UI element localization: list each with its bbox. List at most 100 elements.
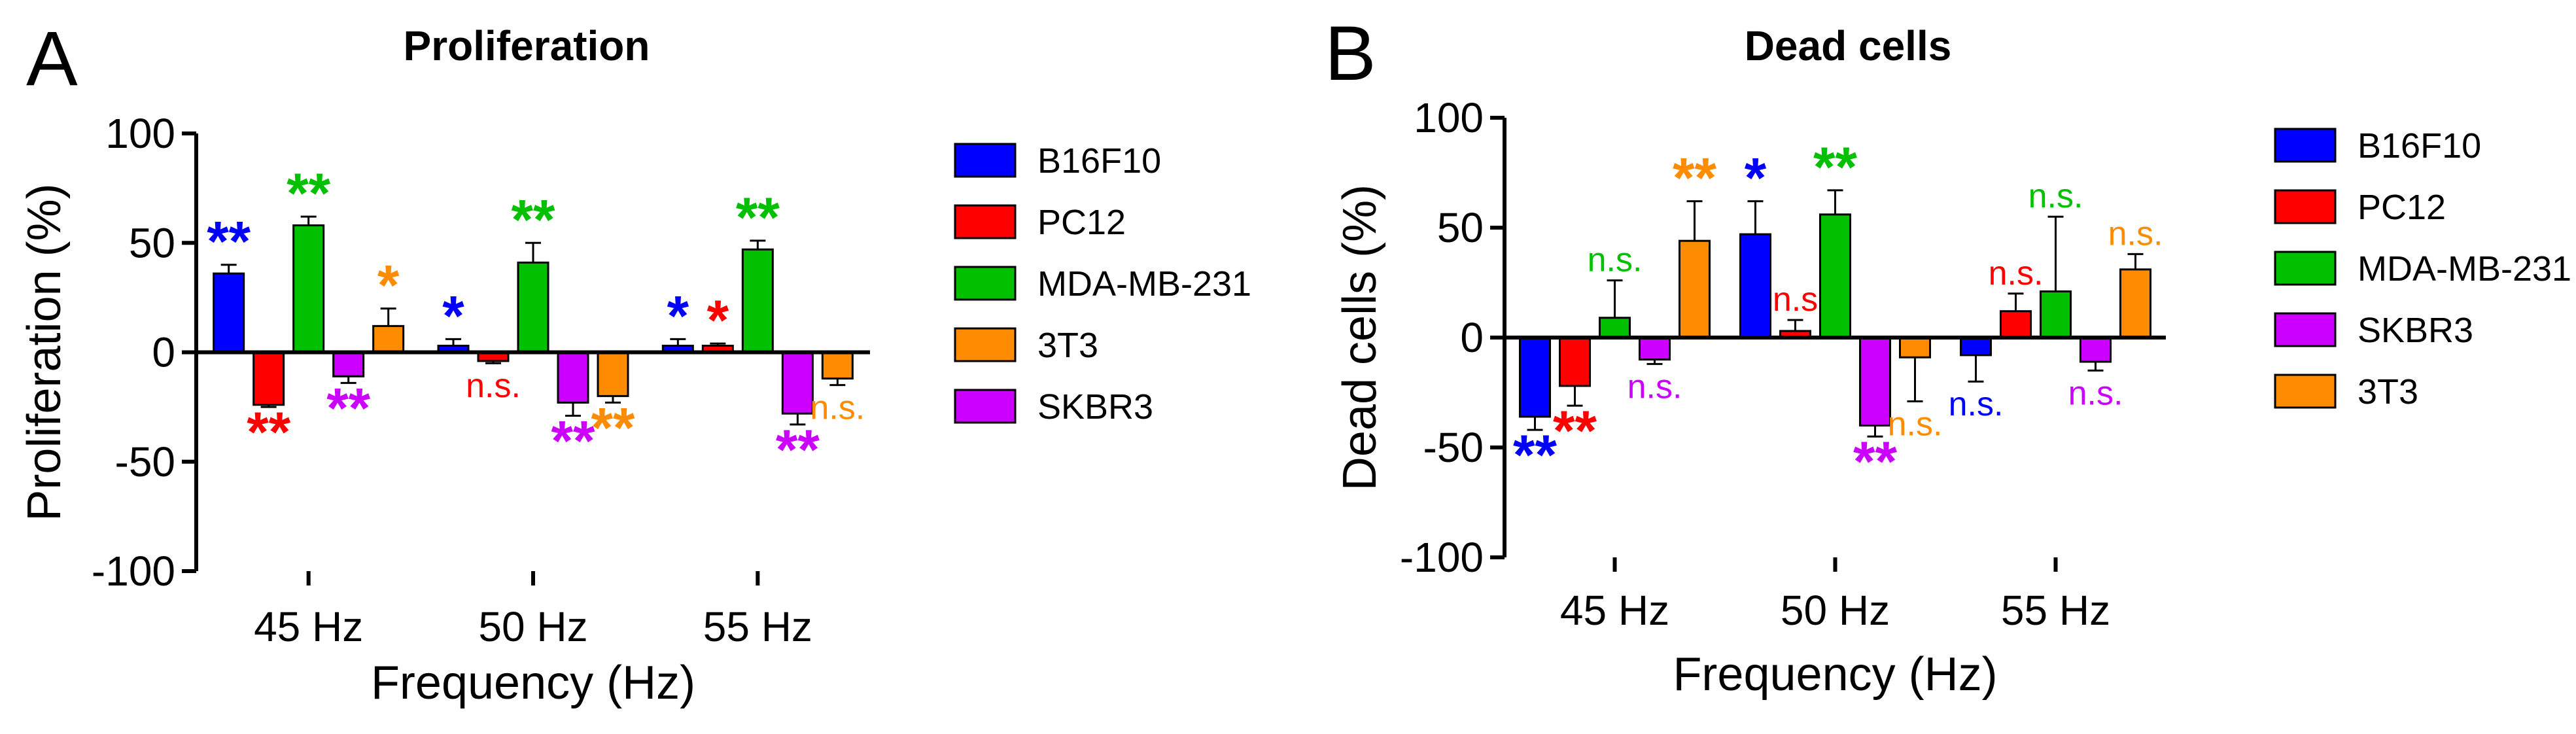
bar-pc12 [2000, 310, 2032, 339]
significance-label: n.s. [1588, 241, 1643, 279]
significance-label: ** [551, 410, 595, 473]
significance-label: n.s. [1888, 405, 1943, 443]
bar-skbr3 [557, 351, 589, 404]
bar-mda-mb-231 [1599, 317, 1631, 339]
legend-swatch-b16f10 [2274, 128, 2337, 163]
bar-mda-mb-231 [741, 248, 774, 353]
y-tick-label: -50 [1423, 424, 1484, 471]
significance-label: ** [247, 401, 290, 464]
significance-label: ** [776, 419, 820, 481]
bar-3t3 [2119, 268, 2151, 339]
chart-title: Dead cells [1745, 22, 1952, 69]
significance-label: n.s [1773, 281, 1818, 319]
bar-mda-mb-231 [292, 224, 325, 353]
significance-label: ** [591, 396, 635, 459]
y-axis-title: Proliferation (%) [18, 183, 71, 521]
y-tick-label: 50 [1437, 204, 1484, 251]
x-tick-label: 45 Hz [254, 603, 363, 650]
significance-label: ** [1813, 136, 1857, 199]
bar-mda-mb-231 [517, 261, 549, 354]
legend-swatch-mda-mb-231 [954, 266, 1017, 301]
significance-label: ** [1673, 147, 1716, 210]
legend-swatch-3t3 [954, 327, 1017, 362]
legend-swatch-3t3 [2274, 374, 2337, 409]
legend-label: MDA-MB-231 [1037, 264, 1251, 304]
panel-letter: A [26, 16, 78, 102]
x-tick-label: 50 Hz [1781, 587, 1890, 634]
y-tick-label: 0 [1460, 314, 1484, 361]
panel-letter: B [1325, 10, 1376, 97]
x-tick-label: 45 Hz [1560, 587, 1669, 634]
y-tick-label: 50 [129, 219, 175, 266]
bar-b16f10 [1739, 233, 1771, 339]
significance-label: ** [207, 211, 251, 273]
x-tick-label: 55 Hz [703, 603, 812, 650]
x-axis-title: Frequency (Hz) [1673, 648, 1997, 701]
legend-label: SKBR3 [2358, 311, 2473, 350]
bar-3t3 [372, 324, 405, 353]
bar-pc12 [252, 351, 285, 406]
significance-label: n.s. [2068, 374, 2123, 412]
bar-skbr3 [1859, 336, 1891, 427]
significance-label: n.s. [1627, 368, 1682, 406]
significance-label: * [707, 289, 729, 352]
bar-skbr3 [332, 351, 365, 377]
significance-label: * [667, 285, 689, 347]
y-axis-title: Dead cells (%) [1334, 184, 1386, 491]
legend-label: 3T3 [1037, 326, 1098, 365]
legend-swatch-mda-mb-231 [2274, 251, 2337, 286]
legend-label: PC12 [1037, 203, 1126, 242]
legend-label: PC12 [2358, 188, 2446, 227]
bar-pc12 [1559, 336, 1591, 387]
legend-swatch-skbr3 [954, 389, 1017, 424]
significance-label: ** [736, 186, 780, 249]
significance-label: ** [1853, 430, 1897, 493]
legend-label: SKBR3 [1037, 387, 1153, 427]
bar-b16f10 [213, 272, 245, 353]
significance-label: n.s. [1989, 254, 2044, 292]
bar-b16f10 [1960, 336, 1992, 357]
x-tick-label: 55 Hz [2001, 587, 2110, 634]
y-tick-label: -100 [1400, 534, 1484, 581]
significance-label: ** [1513, 424, 1557, 487]
significance-label: n.s. [2028, 177, 2083, 215]
significance-label: n.s. [2108, 215, 2163, 253]
bar-mda-mb-231 [1819, 213, 1851, 339]
legend-swatch-skbr3 [2274, 312, 2337, 347]
significance-label: ** [1553, 400, 1597, 463]
bar-3t3 [1679, 239, 1711, 339]
legend-swatch-pc12 [954, 204, 1017, 239]
significance-label: ** [512, 188, 555, 251]
significance-label: n.s. [1949, 385, 2004, 423]
legend-label: 3T3 [2358, 372, 2418, 411]
legend-swatch-pc12 [2274, 189, 2337, 224]
y-tick-label: 100 [105, 110, 175, 157]
significance-label: ** [326, 377, 370, 440]
significance-label: ** [287, 162, 330, 225]
significance-label: * [1745, 147, 1767, 210]
significance-label: * [377, 254, 400, 317]
bar-mda-mb-231 [2040, 290, 2072, 339]
significance-label: n.s. [466, 367, 521, 405]
y-tick-label: -100 [92, 548, 175, 595]
y-tick-label: 100 [1414, 94, 1484, 141]
bar-skbr3 [781, 351, 814, 415]
legend-label: MDA-MB-231 [2358, 249, 2571, 288]
y-tick-label: -50 [115, 438, 176, 485]
chart-title: Proliferation [404, 22, 650, 69]
bar-3t3 [821, 351, 854, 380]
y-tick-label: 0 [152, 329, 175, 376]
legend-label: B16F10 [1037, 141, 1161, 181]
legend-label: B16F10 [2358, 126, 2481, 166]
bar-3t3 [597, 351, 629, 397]
significance-label: * [442, 285, 464, 347]
bar-3t3 [1899, 336, 1931, 358]
legend-swatch-b16f10 [954, 143, 1017, 178]
panel-a: A Proliferation 100 50 0 -50 -100 Proliferation… [18, 16, 1251, 709]
x-tick-label: 50 Hz [478, 603, 587, 650]
x-axis-title: Frequency (Hz) [371, 657, 695, 709]
significance-label: n.s. [810, 389, 865, 427]
bar-skbr3 [1639, 336, 1671, 361]
